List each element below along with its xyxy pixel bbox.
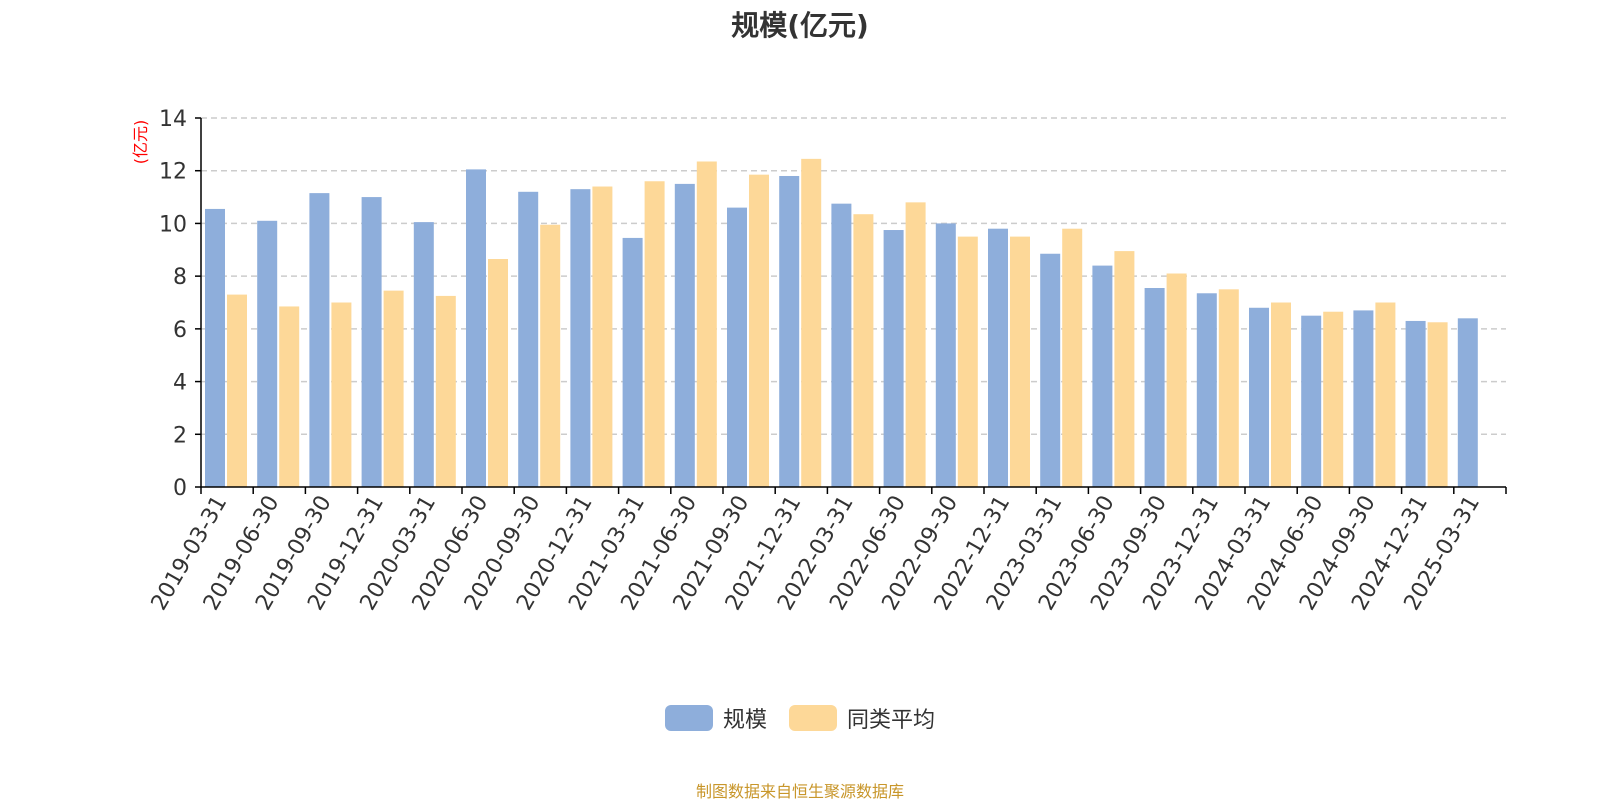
bar-series-2	[957, 236, 978, 487]
bar-series-2	[331, 302, 352, 487]
y-tick-label: 8	[173, 265, 187, 290]
bar-series-1	[935, 223, 956, 487]
bar-series-1	[1457, 318, 1478, 487]
bar-series-2	[227, 294, 247, 487]
bar-series-1	[361, 197, 382, 488]
bar-series-2	[696, 161, 717, 487]
y-tick-label: 10	[159, 212, 187, 237]
bar-series-2	[592, 186, 613, 487]
bar-series-2	[279, 306, 300, 487]
bar-series-2	[1375, 302, 1396, 487]
bar-series-1	[518, 191, 539, 488]
bar-series-2	[1323, 311, 1344, 487]
legend-label-series-1: 规模	[722, 708, 767, 733]
bar-series-1	[257, 220, 278, 488]
bar-series-2	[853, 214, 874, 488]
bar-series-1	[413, 222, 434, 487]
bar-series-1	[622, 237, 643, 487]
bar-series-2	[1271, 302, 1291, 487]
legend: 规模 同类平均	[0, 702, 1600, 734]
bar-series-1	[831, 203, 852, 488]
legend-label-series-2: 同类平均	[847, 708, 936, 733]
bar-series-2	[644, 181, 665, 487]
y-tick-label: 12	[159, 160, 187, 185]
legend-swatch-series-2	[789, 705, 837, 731]
bar-series-2	[1062, 228, 1083, 487]
y-tick-label: 14	[159, 107, 187, 132]
bar-series-1	[779, 175, 800, 487]
bar-series-2	[749, 174, 769, 488]
bars	[205, 158, 1478, 488]
bar-series-1	[1040, 253, 1061, 487]
bar-series-1	[1092, 265, 1113, 487]
bar-series-1	[727, 207, 747, 487]
bar-series-2	[1427, 322, 1448, 487]
bar-series-1	[1301, 315, 1322, 487]
bar-series-2	[1114, 251, 1135, 487]
bar-series-2	[801, 158, 822, 487]
bar-series-2	[383, 290, 404, 487]
legend-swatch-series-1	[664, 705, 713, 731]
y-tick-label: 4	[173, 371, 187, 396]
bar-series-1	[466, 169, 486, 487]
bar-series-1	[988, 228, 1008, 487]
bar-series-2	[1166, 273, 1187, 487]
bar-series-1	[674, 183, 695, 487]
bar-series-1	[309, 193, 330, 487]
bar-series-2	[905, 202, 926, 488]
y-tick-label: 0	[173, 476, 187, 501]
bar-series-1	[570, 189, 591, 487]
legend-item-series-2[interactable]: 同类平均	[789, 702, 935, 734]
y-axis-unit-label: (亿元)	[131, 120, 150, 165]
bar-series-1	[883, 230, 904, 487]
bar-series-2	[540, 224, 561, 487]
bar-series-2	[1218, 289, 1239, 487]
bar-series-1	[205, 208, 225, 488]
y-tick-label: 6	[173, 318, 187, 343]
y-tick-label: 2	[173, 423, 187, 448]
bar-series-1	[1196, 293, 1217, 487]
bar-series-2	[1010, 236, 1030, 487]
bar-series-2	[488, 259, 508, 487]
bar-series-2	[435, 295, 456, 487]
bar-series-1	[1405, 320, 1426, 487]
legend-item-series-1[interactable]: 规模	[664, 702, 767, 734]
bar-series-1	[1353, 310, 1374, 487]
bar-series-1	[1144, 288, 1165, 487]
source-note: 制图数据来自恒生聚源数据库	[695, 782, 904, 801]
chart-title: 规模(亿元)	[731, 9, 869, 42]
bar-series-1	[1249, 307, 1269, 487]
